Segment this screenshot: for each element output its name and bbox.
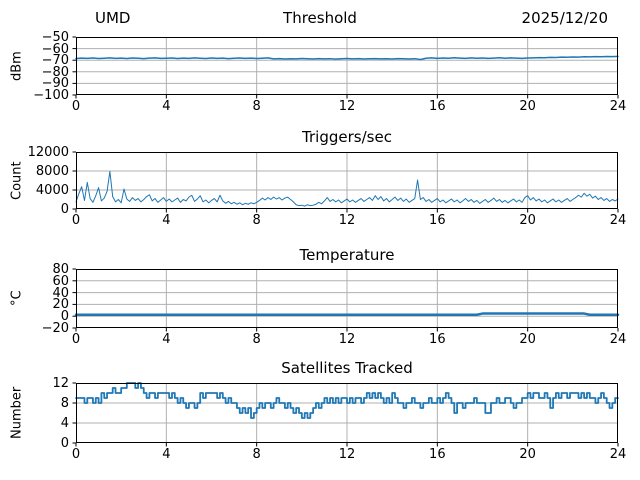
x-tick-label: 24 xyxy=(609,213,627,228)
y-tick-label: −70 xyxy=(41,53,69,69)
date-label: 2025/12/20 xyxy=(521,9,608,27)
y-tick-label: 60 xyxy=(52,273,69,289)
chart-svg xyxy=(72,151,619,213)
axes-frame xyxy=(76,37,618,95)
x-tick-label: 12 xyxy=(338,332,356,347)
chart-title-triggers: Triggers/sec xyxy=(302,128,392,146)
axes-frame xyxy=(76,152,618,209)
x-tick-label: 20 xyxy=(519,332,536,347)
chart-svg xyxy=(72,36,619,99)
chart-title-threshold: Threshold xyxy=(283,9,357,27)
axes-threshold xyxy=(72,36,619,99)
axes-frame xyxy=(76,269,618,328)
x-tick-label: 0 xyxy=(71,213,81,228)
x-tick-label: 0 xyxy=(71,99,81,114)
x-tick-label: 24 xyxy=(609,332,627,347)
x-tick-label: 8 xyxy=(252,213,261,228)
axes-triggers xyxy=(72,151,619,213)
y-tick-label: 0 xyxy=(60,202,69,217)
y-tick-label: −90 xyxy=(41,76,69,92)
data-line xyxy=(75,55,619,61)
y-tick-label: 40 xyxy=(52,285,69,301)
x-tick-label: 24 xyxy=(609,99,627,114)
x-tick-label: 4 xyxy=(162,99,171,114)
y-tick-label: −50 xyxy=(41,30,69,45)
x-tick-label: 16 xyxy=(429,213,446,228)
x-tick-label: 24 xyxy=(609,447,627,462)
x-tick-label: 0 xyxy=(71,332,81,347)
y-tick-label: 20 xyxy=(52,297,69,313)
y-tick-label: 12000 xyxy=(27,145,69,160)
axes-frame xyxy=(76,383,618,443)
x-tick-label: 4 xyxy=(162,447,171,462)
y-tick-label: 12 xyxy=(52,376,69,391)
x-tick-label: 20 xyxy=(519,213,536,228)
x-tick-label: 8 xyxy=(252,332,261,347)
x-tick-label: 4 xyxy=(162,213,171,228)
chart-svg xyxy=(72,382,619,447)
x-tick-label: 12 xyxy=(338,447,356,462)
axes-satellites xyxy=(72,382,619,447)
x-tick-label: 4 xyxy=(162,332,171,347)
x-tick-label: 20 xyxy=(519,99,536,114)
data-line xyxy=(75,382,619,419)
y-tick-label: −100 xyxy=(33,88,69,103)
station-label: UMD xyxy=(95,9,131,27)
x-tick-label: 20 xyxy=(519,447,536,462)
y-axis-label-number: Number xyxy=(9,386,25,440)
x-tick-label: 16 xyxy=(429,447,446,462)
y-axis-label-count: Count xyxy=(9,161,25,200)
y-tick-label: 4000 xyxy=(35,183,69,198)
y-tick-label: 8000 xyxy=(35,164,69,179)
x-tick-label: 16 xyxy=(429,332,446,347)
x-tick-label: 8 xyxy=(252,99,261,114)
y-tick-label: 4 xyxy=(60,416,69,431)
chart-title-temperature: Temperature xyxy=(299,246,395,264)
data-line xyxy=(74,312,620,316)
x-tick-label: 0 xyxy=(71,447,81,462)
x-tick-label: 12 xyxy=(338,99,356,114)
data-line xyxy=(75,170,619,207)
y-tick-label: 0 xyxy=(60,309,69,325)
axes-temperature xyxy=(72,268,620,332)
y-tick-label: 80 xyxy=(52,262,69,277)
x-tick-label: 12 xyxy=(338,213,356,228)
y-tick-label: −80 xyxy=(41,64,69,80)
y-tick-label: 8 xyxy=(60,396,69,411)
x-tick-label: 16 xyxy=(429,99,446,114)
y-tick-label: −20 xyxy=(41,321,69,336)
y-tick-label: −60 xyxy=(41,41,69,57)
x-tick-label: 8 xyxy=(252,447,261,462)
chart-title-satellites: Satellites Tracked xyxy=(281,359,413,377)
chart-svg xyxy=(72,268,620,332)
y-tick-label: 0 xyxy=(60,436,69,451)
